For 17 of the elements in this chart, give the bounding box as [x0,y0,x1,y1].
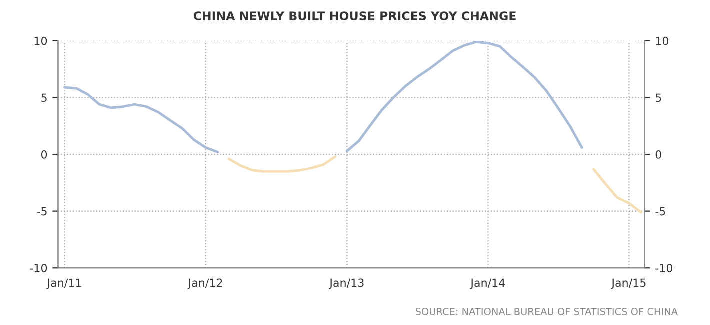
y2-tick-label: 10 [656,36,668,46]
y-tick-label: 10 [34,36,48,46]
x-tick-label: Jan/12 [188,278,222,290]
x-tick-label: Jan/13 [329,278,364,290]
y-tick-label: 0 [41,150,48,159]
y2-tick-label: -10 [656,264,673,273]
x-tick-label: Jan/14 [470,278,506,290]
x-tick-label: Jan/15 [611,278,646,290]
source-note: SOURCE: NATIONAL BUREAU OF STATISTICS OF CHINA [416,308,678,316]
x-tick-label: Jan/11 [46,278,82,290]
y-tick-label: -10 [30,264,48,273]
y2-tick-label: 0 [656,150,662,159]
y-tick-label: -5 [37,207,47,216]
y2-tick-label: -5 [656,207,666,216]
chart-title: CHINA NEWLY BUILT HOUSE PRICES YOY CHANGE [194,12,516,21]
y2-tick-label: 5 [656,94,662,102]
y-tick-label: 5 [42,94,47,102]
